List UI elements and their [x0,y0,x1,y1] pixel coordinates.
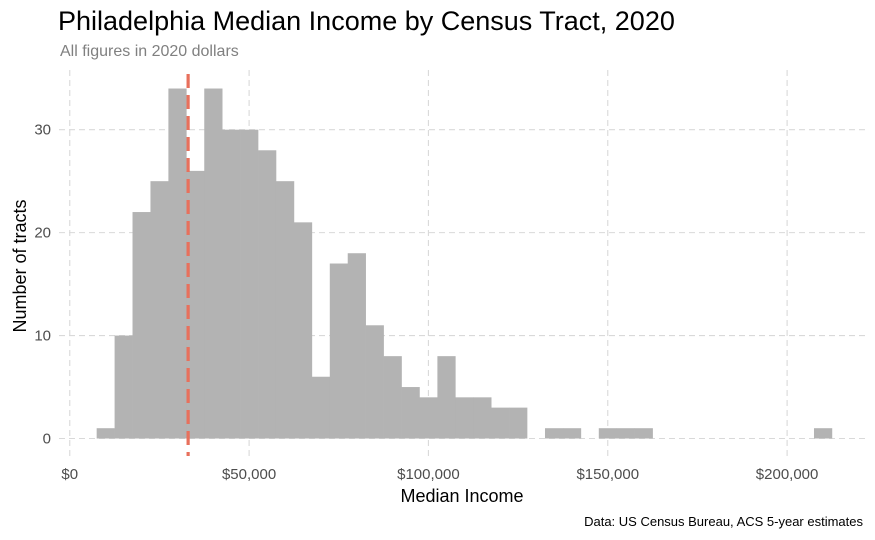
histogram-bar [616,428,635,439]
histogram-bar [401,387,420,439]
histogram-bar [509,407,528,439]
chart-caption: Data: US Census Bureau, ACS 5-year estim… [584,514,863,529]
histogram-bar [240,129,259,439]
histogram-bar [491,407,510,439]
histogram-bar [96,428,115,439]
y-tick-label: 20 [34,225,51,242]
histogram-bar [598,428,618,439]
x-axis-title: Median Income [400,486,523,506]
histogram-bar [168,88,187,439]
x-tick-label: $50,000 [222,466,276,483]
histogram-bar [562,428,582,439]
y-tick-label: 0 [43,431,51,448]
histogram-bar [365,325,384,439]
chart-subtitle: All figures in 2020 dollars [60,43,239,60]
y-tick-label: 10 [34,328,51,345]
histogram-bar [347,253,366,439]
x-tick-label: $0 [61,466,78,483]
histogram-bar [258,150,277,439]
histogram-bar [222,129,241,439]
histogram-bar [437,356,456,439]
y-tick-label: 30 [34,122,51,139]
y-tick-labels: 0 10 20 30 [34,122,51,448]
x-tick-label: $200,000 [756,466,819,483]
histogram-bar [455,397,474,439]
x-tick-label: $100,000 [397,466,460,483]
histogram-bar [132,212,151,439]
histogram-bar [204,88,223,439]
histogram-bar [419,397,438,439]
histogram-bar [275,181,295,439]
histogram-bar [329,263,349,439]
histogram-bar [634,428,653,439]
histogram-bar [383,356,402,439]
x-tick-labels: $0 $50,000 $100,000 $150,000 $200,000 [61,466,818,483]
chart-title: Philadelphia Median Income by Census Tra… [58,6,675,36]
histogram-bar [473,397,492,439]
y-axis-title: Number of tracts [10,199,30,332]
x-tick-label: $150,000 [576,466,639,483]
histogram-bar [114,335,133,439]
histogram-bar [544,428,564,439]
histogram-bar [186,170,205,439]
histogram-bar [150,181,169,439]
histogram-bar [813,428,833,439]
histogram-bar [311,376,331,439]
histogram-bars [96,88,833,439]
histogram-bar [293,222,313,439]
